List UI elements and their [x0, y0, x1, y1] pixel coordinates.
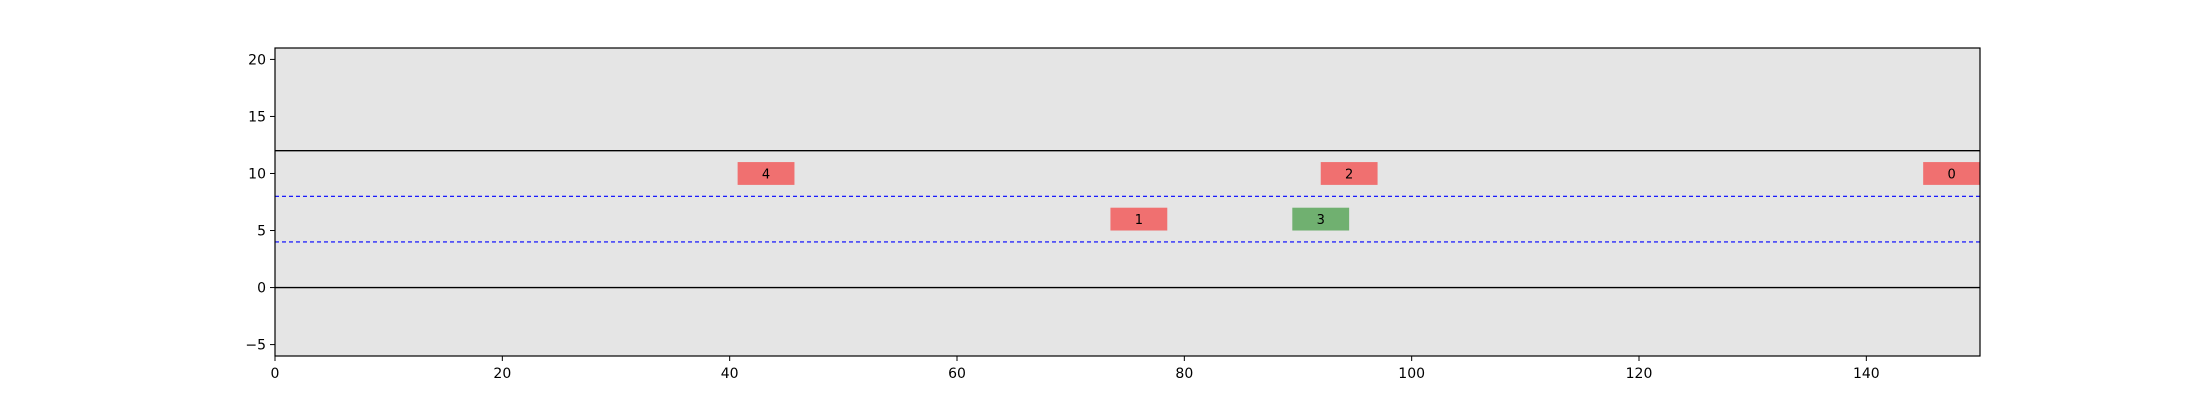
vehicle: 1	[1110, 207, 1168, 231]
x-tick-label: 0	[271, 366, 280, 382]
x-tick-label: 100	[1398, 366, 1425, 382]
vehicle: 3	[1292, 207, 1350, 231]
x-tick-label: 20	[493, 366, 511, 382]
vehicle-label: 0	[1947, 167, 1955, 182]
vehicle: 0	[1923, 162, 1980, 185]
x-tick-label: 140	[1853, 366, 1880, 382]
plot-frame	[274, 47, 1981, 357]
vehicle-label: 3	[1317, 213, 1325, 228]
vehicle-box	[1292, 207, 1350, 231]
y-tick-label: 5	[257, 224, 266, 240]
vehicle-label: 4	[762, 167, 770, 182]
vehicle-box	[737, 162, 795, 185]
vehicle-label: 2	[1345, 167, 1353, 182]
vehicle-box	[1923, 162, 1980, 185]
vehicle-label: 1	[1135, 213, 1143, 228]
x-tick-label: 40	[721, 366, 739, 382]
vehicle-box	[1320, 162, 1378, 185]
x-tick-label: 120	[1626, 366, 1653, 382]
y-tick-label: 20	[248, 52, 266, 68]
y-tick-label: 0	[257, 281, 266, 297]
x-tick-label: 80	[1175, 366, 1193, 382]
vehicle: 2	[1320, 162, 1378, 185]
y-tick-label: 10	[248, 166, 266, 182]
y-tick-label: 15	[248, 109, 266, 125]
plot-area	[275, 48, 1980, 356]
vehicle-box	[1110, 207, 1168, 231]
x-tick-label: 60	[948, 366, 966, 382]
y-tick-label: −5	[245, 338, 266, 354]
vehicle: 4	[737, 162, 795, 185]
